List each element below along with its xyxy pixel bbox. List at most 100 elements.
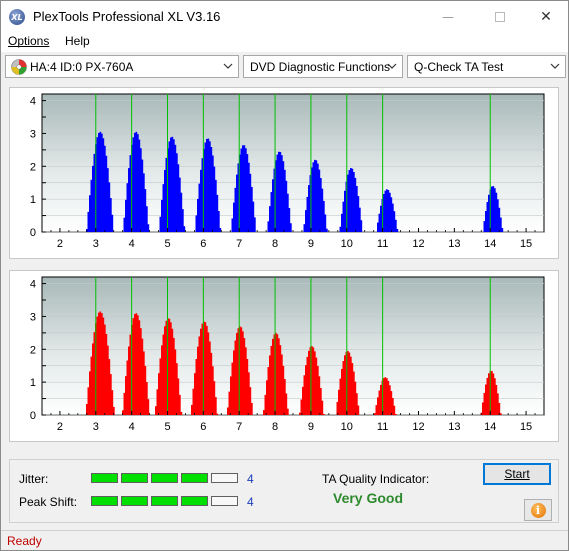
bar: [102, 138, 105, 232]
x-tick-label: 15: [520, 421, 532, 433]
bar: [285, 393, 288, 415]
maximize-button[interactable]: [477, 1, 523, 32]
peak-shift-value: 4: [247, 495, 254, 509]
bar: [197, 346, 199, 415]
bar: [357, 196, 360, 232]
bar: [198, 183, 201, 232]
bar: [488, 194, 490, 232]
bar: [347, 174, 349, 232]
bar: [290, 223, 292, 232]
jitter-meter: [91, 473, 238, 483]
bar: [326, 228, 328, 232]
bar: [158, 373, 160, 415]
bar: [123, 392, 126, 415]
x-tick-label: 5: [164, 421, 170, 433]
upper-chart-panel: 2 3 4 5 6 7 8 9 10 11 12 13 14 15 4 3 2 1 0: [9, 87, 559, 259]
bar: [140, 148, 142, 232]
bar: [227, 407, 229, 415]
peak-shift-meter-segment: [91, 496, 118, 506]
drive-disc-icon: [11, 59, 27, 75]
bar: [389, 385, 391, 415]
bar: [392, 203, 394, 232]
bar: [386, 189, 388, 232]
x-tick-label: 13: [448, 421, 460, 433]
bar: [248, 372, 250, 415]
bar: [200, 169, 202, 232]
minimize-button[interactable]: —: [425, 1, 471, 32]
bar: [266, 380, 268, 415]
bar: [155, 406, 157, 415]
close-button[interactable]: ✕: [523, 1, 569, 32]
bar: [165, 320, 168, 415]
bar: [210, 146, 213, 232]
x-tick-label: 10: [341, 421, 353, 433]
bar: [375, 405, 378, 415]
x-tick-label: 11: [377, 421, 388, 433]
bar: [492, 186, 495, 232]
bar: [98, 133, 100, 232]
bar: [125, 199, 127, 232]
plot-area: [41, 93, 545, 233]
menu-options[interactable]: Options: [8, 34, 49, 48]
bar: [315, 357, 318, 415]
quality-indicator-label: TA Quality Indicator:: [322, 472, 430, 486]
bar: [279, 151, 282, 232]
bar: [231, 218, 234, 232]
bar: [228, 391, 231, 415]
bar: [497, 393, 499, 415]
bar: [104, 145, 106, 232]
bar: [233, 202, 235, 232]
bar: [132, 137, 135, 232]
bar: [374, 413, 376, 415]
bar: [135, 131, 138, 232]
maximize-icon: [495, 11, 505, 22]
test-select[interactable]: Q-Check TA Test: [407, 55, 566, 78]
chevron-down-icon: [387, 63, 397, 69]
bar: [339, 378, 342, 415]
info-button[interactable]: i: [524, 499, 552, 521]
bar: [213, 166, 216, 232]
function-select[interactable]: DVD Diagnostic Functions: [243, 55, 403, 78]
bar: [267, 367, 270, 415]
bar: [308, 350, 310, 415]
bar: [231, 362, 234, 415]
bar: [207, 138, 210, 232]
bar: [242, 331, 244, 415]
bar: [263, 410, 265, 415]
bar: [341, 213, 343, 232]
bar: [311, 167, 313, 232]
bar: [275, 160, 277, 232]
bar: [396, 228, 399, 232]
jitter-meter-segment: [181, 473, 208, 483]
bar: [324, 214, 327, 232]
bar: [192, 388, 195, 415]
bar: [314, 351, 316, 415]
bar: [173, 337, 175, 415]
bar: [180, 192, 183, 232]
bar: [270, 192, 273, 232]
bar: [350, 356, 352, 415]
bar: [212, 366, 214, 415]
bar: [168, 141, 171, 232]
jitter-meter-segment: [151, 473, 178, 483]
drive-select[interactable]: HA:4 ID:0 PX-760A: [5, 55, 239, 78]
bar: [320, 178, 322, 232]
bar: [269, 355, 271, 415]
bar: [486, 202, 489, 232]
bar: [497, 199, 499, 232]
bar: [491, 186, 493, 232]
bar: [348, 352, 351, 415]
bar: [288, 208, 291, 232]
bar: [198, 336, 201, 415]
bar: [197, 198, 199, 232]
bar: [305, 210, 307, 232]
bar: [161, 345, 163, 415]
menu-help[interactable]: Help: [65, 34, 90, 48]
bar: [92, 165, 94, 232]
bar: [320, 388, 322, 415]
jitter-meter-segment: [91, 473, 118, 483]
start-button[interactable]: Start: [483, 463, 551, 485]
bar: [105, 155, 108, 232]
